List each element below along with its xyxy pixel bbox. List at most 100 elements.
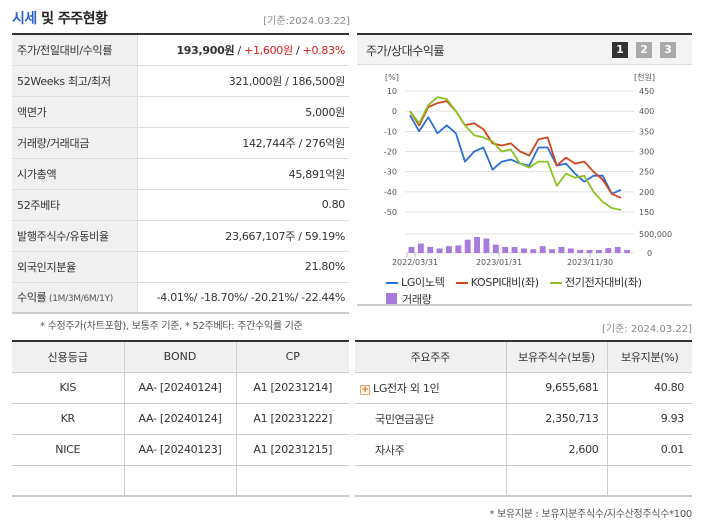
shareholder-note: * 보유지분 : 보유지분주식수/지수산정주식수*100 [489,509,692,520]
chart-page-3-button[interactable]: 3 [660,42,676,58]
column-header: 신용등급 [12,341,125,373]
legend-label: LG이노텍 [401,276,445,289]
row-label: 액면가 [12,96,138,128]
row-label: 외국인지분율 [12,251,138,283]
svg-text:450: 450 [639,87,654,96]
change-value: +1,600원 [244,43,293,57]
table-row: 외국인지분율 21.80% [12,251,349,283]
svg-text:-30: -30 [384,168,397,177]
svg-text:-10: -10 [384,127,397,136]
svg-text:10: 10 [387,87,397,96]
pct-cell: 40.80 [607,372,692,404]
row-label: 52Weeks 최고/최저 [12,65,138,97]
price-table: 주가/전일대비/수익률 193,900원 / +1,600원 / +0.83% … [12,33,349,314]
table-header-row: 주요주주 보유주식수(보통) 보유지분(%) [355,341,692,373]
row-value: 45,891억원 [137,158,349,190]
legend-label: 전기전자대비(좌) [565,276,642,289]
svg-text:200: 200 [639,188,654,197]
chart-legend: LG이노텍 KOSPI대비(좌) 전기전자대비(좌) 거래량 [386,274,650,307]
pct-cell [607,465,692,497]
svg-text:2023/01/31: 2023/01/31 [476,258,522,267]
shares-cell: 2,600 [506,434,608,466]
chart-base-date: [기준: 2024.03.22] [601,324,692,335]
shares-cell: 2,350,713 [506,403,608,435]
chart-page-2-button[interactable]: 2 [636,42,652,58]
chart-page-1-button[interactable]: 1 [612,42,628,58]
holder-name-cell [355,465,507,497]
row-value: 321,000원 / 186,500원 [137,65,349,97]
svg-text:400: 400 [639,107,654,116]
table-row: 주가/전일대비/수익률 193,900원 / +1,600원 / +0.83% [12,34,349,66]
table-row: 액면가 5,000원 [12,96,349,128]
table-row: 52Weeks 최고/최저 321,000원 / 186,500원 [12,65,349,97]
base-date: [기준:2024.03.22] [263,16,350,27]
line-swatch-icon [386,282,398,284]
row-value: 193,900원 / +1,600원 / +0.83% [137,34,349,66]
shares-cell: 9,655,681 [506,372,608,404]
relative-return-chart: [%] [천원] 10 450 0 400 -10 350 -20 300 -30 250 -40 200… [384,72,672,267]
bond-cell: AA- [20240124] [124,372,237,404]
agency-cell: KR [12,403,125,435]
svg-text:250: 250 [639,168,654,177]
title-highlight: 시세 [12,11,37,27]
bond-cell: AA- [20240123] [124,434,237,466]
line-swatch-icon [455,282,468,284]
row-label: 주가/전일대비/수익률 [12,34,138,66]
bar-swatch-icon [386,293,397,304]
table-row [12,465,349,497]
legend-label: KOSPI대비(좌) [470,276,539,289]
legend-item: KOSPI대비(좌) [455,274,539,290]
table-row: KIS AA- [20240124] A1 [20231214] [12,372,349,404]
credit-rating-table: 신용등급 BOND CP KIS AA- [20240124] A1 [202312… [12,340,349,497]
row-value: 0.80 [137,189,349,221]
svg-text:300: 300 [639,148,654,157]
major-shareholders-table: 주요주주 보유주식수(보통) 보유지분(%) + LG전자 외 1인 9,655,… [355,340,692,497]
row-label: 발행주식수/유동비율 [12,220,138,252]
title-rest: 및 주주현황 [36,11,108,27]
legend-label: 거래량 [402,293,432,306]
table-header-row: 신용등급 BOND CP [12,341,349,373]
svg-text:[천원]: [천원] [634,72,655,82]
row-label: 수익률 (1M/3M/6M/1Y) [12,282,138,314]
shares-cell [506,465,608,497]
row-label: 거래량/거래대금 [12,127,138,159]
table-row: + LG전자 외 1인 9,655,681 40.80 [355,372,692,404]
holder-name-cell: + LG전자 외 1인 [355,372,507,404]
table-row: 거래량/거래대금 142,744주 / 276억원 [12,127,349,159]
page-title: 시세 및 주주현황 [12,8,108,28]
legend-item: LG이노텍 [386,274,445,290]
cp-cell [236,465,349,497]
cp-cell: A1 [20231214] [236,372,349,404]
column-header: BOND [124,341,237,373]
svg-text:350: 350 [639,127,654,136]
cp-cell: A1 [20231222] [236,403,349,435]
svg-text:150: 150 [639,208,654,217]
separator: / [234,43,245,57]
column-header: 주요주주 [355,341,507,373]
legend-item: 거래량 [386,291,432,307]
svg-text:-50: -50 [384,208,397,217]
pct-cell: 9.93 [607,403,692,435]
svg-text:-40: -40 [384,188,397,197]
holder-name-cell: 국민연금공단 [355,403,507,435]
holder-name-cell: 자사주 [355,434,507,466]
bond-cell: AA- [20240124] [124,403,237,435]
row-label: 52주베타 [12,189,138,221]
agency-cell [12,465,125,497]
holder-name: LG전자 외 1인 [373,381,440,395]
column-header: 보유주식수(보통) [506,341,608,373]
column-header: CP [236,341,349,373]
table-row [355,465,692,497]
table-row: 시가총액 45,891억원 [12,158,349,190]
change-pct: +0.83% [302,43,346,57]
row-value: 142,744주 / 276억원 [137,127,349,159]
svg-text:0: 0 [392,107,397,116]
svg-text:500,000: 500,000 [639,230,672,239]
price-note: * 수정주가(차트포함), 보통주 기준, * 52주베타: 주간수익률 기준 [40,321,303,332]
table-row: 국민연금공단 2,350,713 9.93 [355,403,692,435]
table-row: 발행주식수/유동비율 23,667,107주 / 59.19% [12,220,349,252]
svg-text:2023/11/30: 2023/11/30 [567,258,613,267]
expand-plus-icon[interactable]: + [360,384,370,395]
svg-text:0: 0 [647,249,652,258]
table-row: KR AA- [20240124] A1 [20231222] [12,403,349,435]
